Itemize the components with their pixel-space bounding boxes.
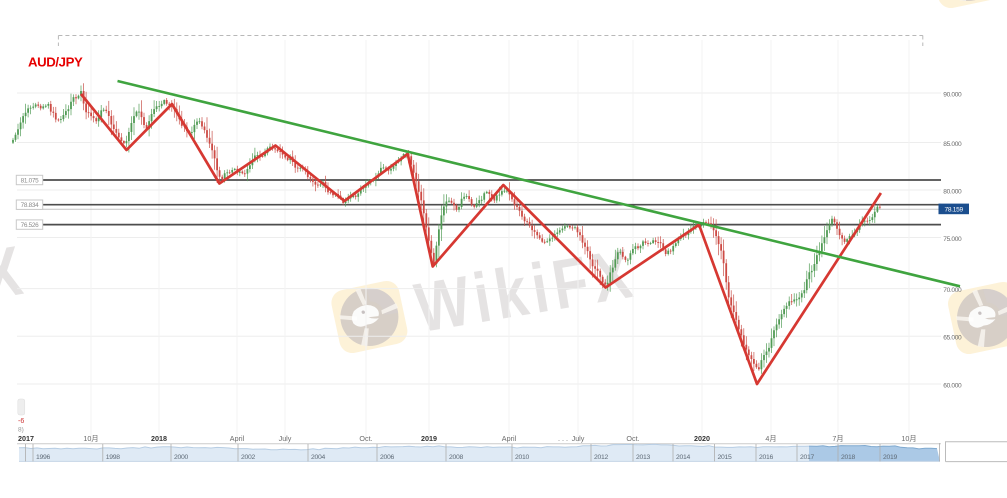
svg-text:75.000: 75.000	[943, 236, 962, 243]
svg-text:2019: 2019	[421, 434, 437, 443]
svg-text:2010: 2010	[515, 454, 529, 461]
svg-text:76.526: 76.526	[21, 222, 39, 229]
svg-text:-6: -6	[18, 418, 24, 425]
svg-text:7月: 7月	[832, 434, 843, 443]
svg-text:2015: 2015	[718, 454, 732, 461]
svg-text:2018: 2018	[841, 454, 855, 461]
svg-text:April: April	[502, 434, 517, 443]
svg-text:2002: 2002	[241, 454, 255, 461]
svg-text:65.000: 65.000	[943, 335, 962, 342]
svg-text:July: July	[279, 434, 292, 443]
svg-text:2017: 2017	[18, 434, 34, 443]
svg-text:2016: 2016	[759, 454, 773, 461]
svg-text:2012: 2012	[594, 454, 608, 461]
svg-text:4月: 4月	[765, 434, 776, 443]
svg-text:78.834: 78.834	[21, 202, 39, 209]
svg-text:1998: 1998	[106, 454, 120, 461]
svg-text:85.000: 85.000	[943, 141, 962, 148]
svg-text:70.000: 70.000	[943, 287, 962, 294]
svg-text:2004: 2004	[311, 454, 325, 461]
svg-text:2013: 2013	[636, 454, 650, 461]
svg-text:90.000: 90.000	[943, 91, 962, 98]
svg-text:2000: 2000	[174, 454, 188, 461]
svg-text:2014: 2014	[676, 454, 690, 461]
svg-text:81.075: 81.075	[21, 177, 39, 184]
svg-text:2019: 2019	[883, 454, 897, 461]
svg-text:July: July	[572, 434, 585, 443]
svg-text:Oct.: Oct.	[359, 434, 372, 443]
svg-text:60.000: 60.000	[943, 382, 962, 389]
svg-text:2008: 2008	[449, 454, 463, 461]
svg-text:1996: 1996	[36, 454, 50, 461]
svg-text:2020: 2020	[694, 434, 710, 443]
svg-text:2018: 2018	[151, 434, 167, 443]
svg-text:2006: 2006	[380, 454, 394, 461]
svg-text:80.000: 80.000	[943, 188, 962, 195]
svg-text:10月: 10月	[901, 434, 916, 443]
svg-text:2017: 2017	[800, 454, 814, 461]
svg-text:10月: 10月	[83, 434, 98, 443]
svg-text:Oct.: Oct.	[626, 434, 639, 443]
svg-text:AUD/JPY: AUD/JPY	[28, 55, 83, 70]
svg-text:April: April	[230, 434, 245, 443]
svg-text:8): 8)	[18, 427, 24, 434]
svg-text:. . .: . . .	[558, 434, 568, 443]
svg-text:78.159: 78.159	[945, 206, 964, 213]
